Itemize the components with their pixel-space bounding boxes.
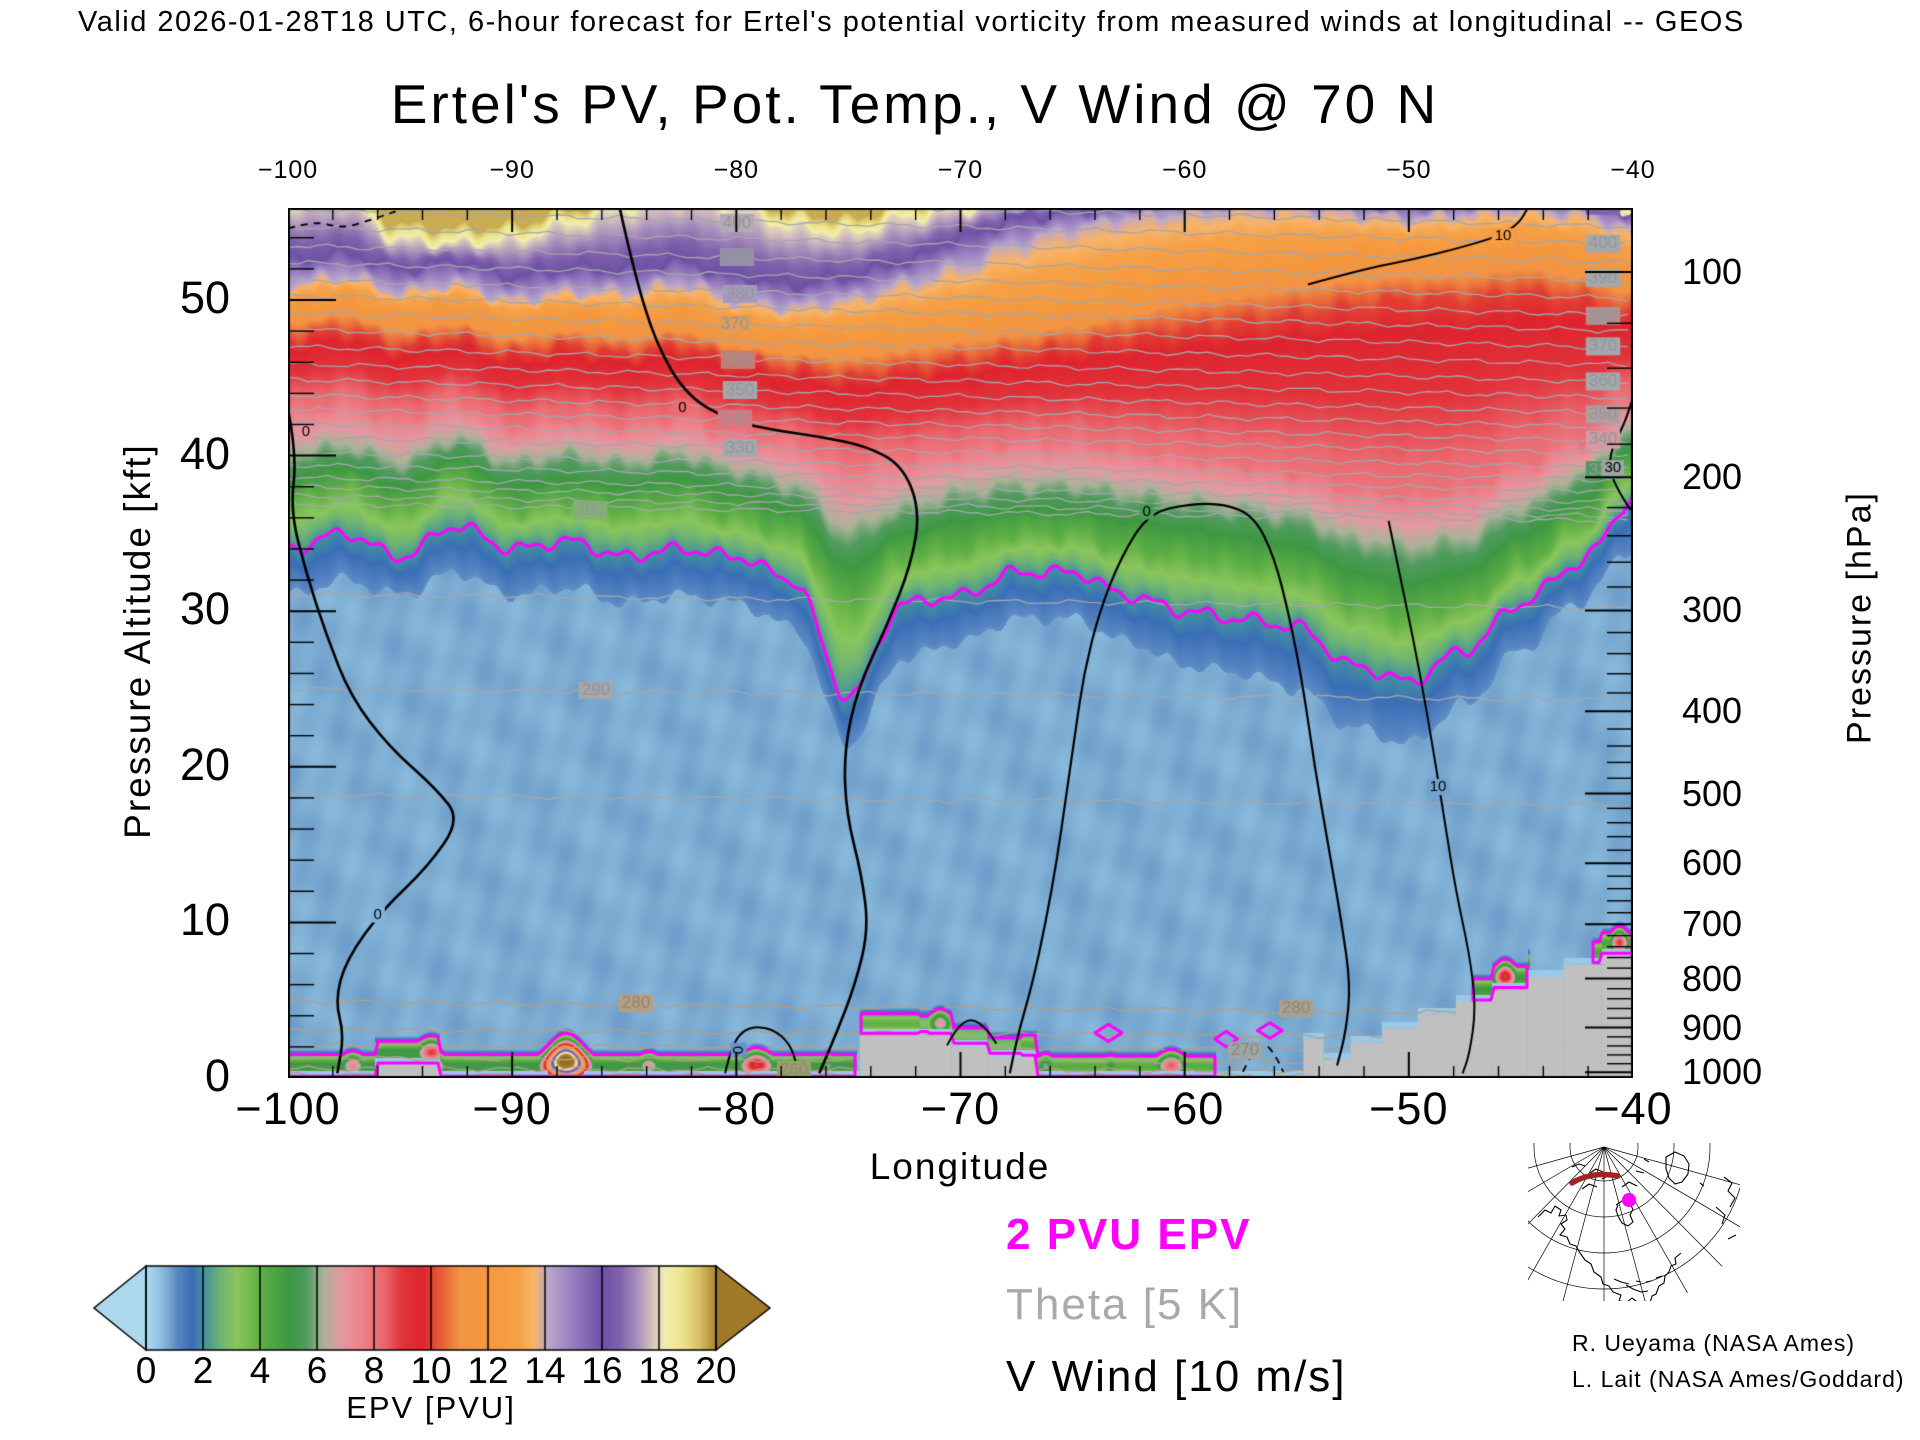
y-right-axis-title: Pressure [hPa] bbox=[1840, 491, 1879, 744]
y-left-tick-label: 50 bbox=[179, 272, 230, 323]
colorbar-tick-label: 18 bbox=[638, 1350, 680, 1391]
x-tick-label-bottom: −90 bbox=[472, 1083, 552, 1134]
x-tick-label-top: −40 bbox=[1610, 156, 1656, 184]
y-left-tick-label: 30 bbox=[179, 583, 230, 635]
colorbar-tick-label: 4 bbox=[249, 1350, 271, 1391]
location-marker bbox=[1622, 1193, 1636, 1207]
epv-cross-section-canvas bbox=[288, 208, 1633, 1078]
y-right-tick-label: 200 bbox=[1682, 456, 1743, 498]
x-axis-title: Longitude bbox=[869, 1146, 1051, 1187]
colorbar-tick-label: 14 bbox=[524, 1350, 566, 1391]
x-tick-label-bottom: −50 bbox=[1369, 1083, 1449, 1134]
y-right-tick-label: 500 bbox=[1682, 772, 1743, 814]
colorbar-canvas bbox=[92, 1264, 772, 1352]
map-coastlines bbox=[1537, 1151, 1737, 1301]
map-graticule bbox=[1528, 1143, 1740, 1301]
y-right-tick-label: 900 bbox=[1682, 1006, 1743, 1048]
credit-line-1: R. Ueyama (NASA Ames) bbox=[1572, 1330, 1856, 1356]
x-tick-label-top: −90 bbox=[489, 156, 535, 184]
y-right-tick-label: 600 bbox=[1682, 842, 1743, 884]
y-right-tick-label: 1000 bbox=[1682, 1051, 1763, 1093]
page-title: Ertel's PV, Pot. Temp., V Wind @ 70 N bbox=[390, 73, 1440, 135]
legend-theta: Theta [5 K] bbox=[1006, 1280, 1244, 1329]
x-tick-label-bottom: −80 bbox=[696, 1083, 776, 1134]
colorbar-tick-label: 6 bbox=[306, 1350, 328, 1391]
colorbar-tick-label: 20 bbox=[695, 1350, 737, 1391]
y-right-tick-label: 400 bbox=[1682, 690, 1743, 732]
x-tick-label-bottom: −60 bbox=[1144, 1083, 1225, 1134]
colorbar-tick-label: 10 bbox=[410, 1350, 452, 1391]
x-tick-label-bottom: −40 bbox=[1593, 1083, 1673, 1134]
colorbar-tick-label: 8 bbox=[363, 1350, 385, 1391]
x-tick-label-top: −50 bbox=[1386, 156, 1432, 184]
y-right-tick-label: 700 bbox=[1682, 903, 1743, 945]
valid-time-header: Valid 2026-01-28T18 UTC, 6-hour forecast… bbox=[78, 6, 1745, 38]
y-left-tick-label: 10 bbox=[179, 894, 230, 946]
colorbar-tick-label: 16 bbox=[581, 1350, 623, 1391]
colorbar-tick-label: 12 bbox=[467, 1350, 509, 1391]
colorbar-title: EPV [PVU] bbox=[346, 1390, 516, 1425]
credit-line-2: L. Lait (NASA Ames/Goddard) bbox=[1572, 1366, 1905, 1392]
cross-section-track bbox=[1569, 1171, 1621, 1186]
x-tick-label-top: −80 bbox=[713, 156, 760, 184]
legend-v-wind: V Wind [10 m/s] bbox=[1006, 1352, 1347, 1401]
legend-2pvu-epv: 2 PVU EPV bbox=[1006, 1210, 1252, 1259]
y-left-tick-label: 0 bbox=[204, 1050, 230, 1101]
x-tick-label-top: −60 bbox=[1161, 156, 1208, 184]
y-right-tick-label: 100 bbox=[1682, 250, 1743, 292]
x-tick-label-bottom: −100 bbox=[235, 1083, 341, 1134]
x-tick-label-bottom: −70 bbox=[920, 1083, 1001, 1134]
map-inset bbox=[1528, 1143, 1740, 1301]
colorbar-tick-label: 2 bbox=[192, 1350, 214, 1391]
y-right-tick-label: 300 bbox=[1682, 589, 1743, 631]
x-tick-label-top: −70 bbox=[937, 156, 984, 184]
y-left-tick-label: 40 bbox=[179, 427, 230, 479]
y-left-tick-label: 20 bbox=[179, 738, 230, 790]
colorbar-tick-label: 0 bbox=[135, 1350, 157, 1391]
y-right-tick-label: 800 bbox=[1682, 957, 1743, 999]
x-tick-label-top: −100 bbox=[257, 156, 319, 184]
